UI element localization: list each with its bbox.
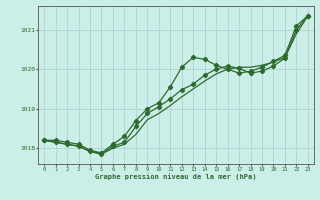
X-axis label: Graphe pression niveau de la mer (hPa): Graphe pression niveau de la mer (hPa) bbox=[95, 173, 257, 180]
